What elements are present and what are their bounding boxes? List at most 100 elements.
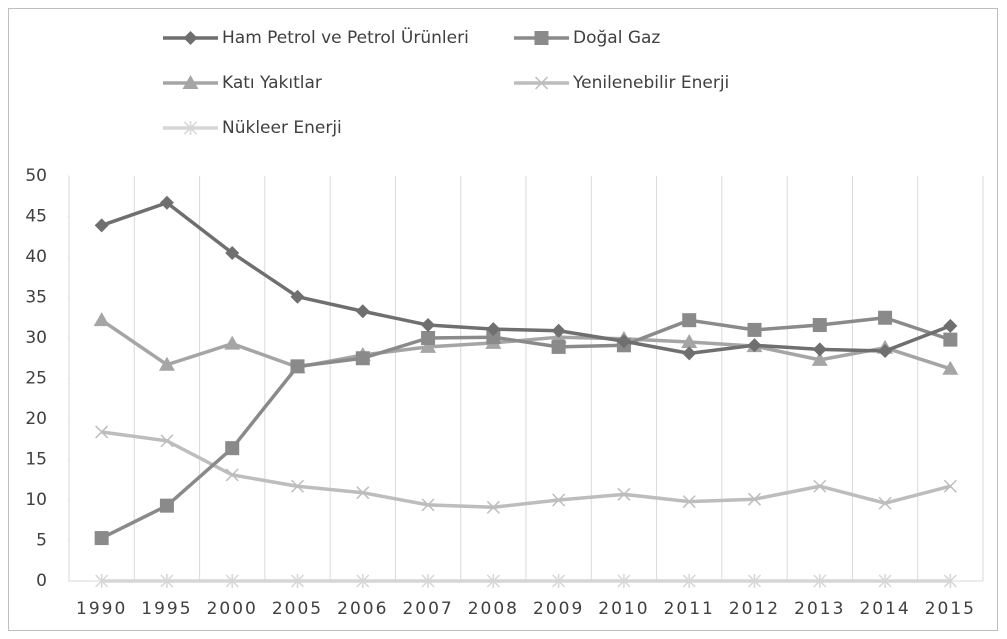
marker <box>747 574 762 588</box>
y-tick-label: 10 <box>25 490 47 510</box>
marker <box>813 479 827 493</box>
marker <box>551 323 566 338</box>
marker <box>486 322 501 337</box>
marker <box>158 356 175 371</box>
legend-label: Doğal Gaz <box>573 28 660 48</box>
x-tick-label: 2008 <box>468 599 519 619</box>
marker <box>552 493 566 507</box>
y-tick-label: 0 <box>36 571 47 591</box>
marker <box>617 574 631 588</box>
marker <box>290 479 305 493</box>
x-tick-label: 2007 <box>402 599 453 619</box>
marker <box>93 312 110 327</box>
x-tick-label: 1995 <box>141 599 192 619</box>
x-tick-label: 2011 <box>664 599 715 619</box>
marker <box>486 500 500 514</box>
marker <box>747 338 762 353</box>
marker <box>421 498 435 512</box>
series-line <box>100 318 951 371</box>
marker <box>878 343 893 358</box>
marker <box>813 574 827 588</box>
marker <box>225 574 239 588</box>
marker <box>878 496 892 510</box>
y-tick-label: 50 <box>25 166 47 186</box>
marker <box>420 338 437 353</box>
x-tick-label: 2010 <box>598 599 649 619</box>
marker <box>94 218 109 233</box>
marker <box>159 195 174 210</box>
marker <box>682 313 697 328</box>
series-line <box>101 200 951 356</box>
marker <box>682 346 697 361</box>
x-tick-label: 2009 <box>533 599 584 619</box>
legend-label: Ham Petrol ve Petrol Ürünleri <box>222 26 469 48</box>
marker <box>421 318 436 333</box>
marker <box>878 310 893 325</box>
series-line <box>101 430 951 510</box>
marker <box>682 495 696 509</box>
marker <box>421 331 436 345</box>
marker <box>160 574 174 588</box>
y-tick-label: 40 <box>25 247 47 267</box>
marker <box>224 335 241 350</box>
marker <box>616 334 631 349</box>
y-tick-label: 35 <box>25 288 47 308</box>
marker <box>290 359 305 374</box>
legend-marker <box>183 31 198 45</box>
marker <box>682 574 696 588</box>
marker <box>355 304 370 319</box>
y-tick-label: 45 <box>25 207 47 227</box>
legend-marker <box>183 121 198 135</box>
legend-marker <box>534 31 549 45</box>
legend-marker <box>182 75 199 89</box>
marker <box>943 318 958 333</box>
marker <box>486 330 501 345</box>
x-tick-label: 2014 <box>859 599 910 619</box>
legend-marker <box>534 76 549 90</box>
marker <box>747 322 762 337</box>
marker <box>942 360 959 375</box>
x-tick-label: 2006 <box>337 599 388 619</box>
x-tick-label: 2013 <box>794 599 845 619</box>
marker <box>159 498 174 513</box>
marker <box>290 574 305 588</box>
marker <box>355 351 370 366</box>
marker <box>811 351 828 366</box>
marker <box>812 342 827 357</box>
y-tick-label: 20 <box>25 409 47 429</box>
marker <box>681 334 698 349</box>
marker <box>486 574 500 588</box>
marker <box>552 574 566 588</box>
marker <box>878 574 892 588</box>
y-tick-label: 30 <box>25 328 47 348</box>
marker <box>95 574 109 588</box>
marker <box>943 574 957 588</box>
y-tick-label: 15 <box>25 450 47 470</box>
x-tick-label: 2012 <box>729 599 780 619</box>
marker <box>421 574 435 588</box>
marker <box>290 289 305 304</box>
marker <box>812 318 827 333</box>
marker <box>943 332 958 347</box>
legend-label: Katı Yakıtlar <box>222 73 322 93</box>
x-tick-label: 1990 <box>76 599 127 619</box>
x-tick-label: 2005 <box>272 599 323 619</box>
marker <box>160 434 174 448</box>
marker <box>225 245 240 260</box>
legend-label: Yenilenebilir Enerji <box>572 73 729 93</box>
marker <box>551 339 566 354</box>
y-tick-label: 25 <box>25 369 47 389</box>
marker <box>943 479 957 493</box>
marker <box>356 574 370 588</box>
marker <box>225 468 239 482</box>
marker <box>95 425 109 439</box>
marker <box>356 486 370 500</box>
x-tick-label: 2000 <box>207 599 258 619</box>
x-tick-label: 2015 <box>925 599 976 619</box>
series-line <box>100 316 951 540</box>
y-tick-label: 5 <box>36 531 47 551</box>
marker <box>94 531 109 546</box>
marker <box>617 487 631 501</box>
chart-border <box>8 8 998 631</box>
